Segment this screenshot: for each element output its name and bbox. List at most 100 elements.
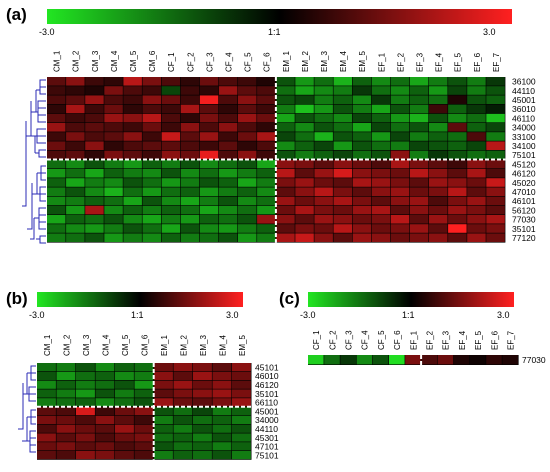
heatmap-cell [161, 132, 181, 141]
heatmap-cell [56, 389, 76, 398]
heatmap-cell [314, 141, 333, 150]
heatmap-cell [154, 371, 173, 380]
heatmap-cell [333, 169, 352, 178]
heatmap-cell [238, 178, 257, 187]
heatmap-cell [173, 363, 193, 372]
heatmap-cell [199, 205, 219, 215]
heatmap-cell [47, 187, 66, 196]
heatmap-cell [173, 451, 193, 460]
heatmap-cell [314, 205, 333, 215]
scale-mid-c: 1:1 [402, 310, 415, 320]
row-label: 47101 [255, 442, 279, 452]
color-scale-bar-a [47, 9, 512, 24]
heatmap-cell [333, 77, 352, 86]
column-label: EM_4 [339, 51, 348, 72]
heatmap-cell [95, 389, 115, 398]
heatmap-cell [154, 433, 173, 442]
heatmap-cell [486, 224, 505, 233]
heatmap-cell [333, 86, 352, 95]
heatmap-cell [85, 196, 104, 206]
scale-min-c: -3.0 [300, 310, 316, 320]
heatmap-cell [232, 407, 251, 416]
heatmap-cell [85, 86, 104, 95]
heatmap-cell [142, 132, 161, 141]
heatmap-cell [314, 150, 333, 160]
heatmap-cell [276, 95, 295, 104]
heatmap-cell [47, 132, 66, 141]
heatmap-cell [123, 86, 142, 95]
column-label: EM_3 [199, 335, 208, 356]
heatmap-cell [142, 123, 161, 132]
heatmap-cell [193, 424, 212, 433]
column-label: CF_5 [377, 330, 386, 350]
heatmap-cell [276, 86, 295, 95]
heatmap-cell [154, 442, 173, 451]
heatmap-cell [448, 123, 467, 132]
heatmap-cell [66, 113, 85, 123]
heatmap-cell [212, 424, 232, 433]
heatmap-cell [371, 205, 391, 215]
heatmap-cell [212, 371, 232, 380]
heatmap-cell [104, 205, 123, 215]
heatmap-cell [371, 77, 391, 86]
scale-min-b: -3.0 [29, 310, 45, 320]
heatmap-cell [56, 442, 76, 451]
column-label: EF_7 [507, 330, 516, 350]
column-label: CM_6 [148, 50, 157, 72]
row-label: 34000 [512, 123, 536, 133]
heatmap-cell [276, 233, 295, 242]
heatmap-cell [409, 196, 429, 206]
heatmap-cell [257, 132, 276, 141]
heatmap-cell [85, 123, 104, 132]
heatmap-cell [47, 150, 66, 160]
heatmap-cell [390, 205, 410, 215]
heatmap-cell [85, 205, 104, 215]
heatmap-cell [314, 86, 333, 95]
heatmap-cell [47, 104, 66, 114]
heatmap-cell [467, 104, 486, 114]
heatmap-cell [142, 113, 161, 123]
heatmap-cell [104, 141, 123, 150]
heatmap-cell [115, 380, 134, 389]
heatmap-cell [409, 178, 429, 187]
heatmap-cell [276, 196, 295, 206]
heatmap-cell [37, 389, 56, 398]
heatmap-cell [154, 424, 173, 433]
heatmap-cell [295, 205, 314, 215]
row-label: 36010 [512, 104, 536, 114]
row-label: 46010 [255, 371, 279, 381]
heatmap-cell [448, 233, 467, 242]
heatmap-cell [218, 113, 238, 123]
heatmap-cell [95, 424, 115, 433]
heatmap-cell [390, 187, 410, 196]
heatmap-cell [104, 113, 123, 123]
heatmap-cell [429, 224, 448, 233]
heatmap-cell [193, 380, 212, 389]
panel-c-label: (c) [279, 289, 300, 308]
heatmap-cell [238, 132, 257, 141]
heatmap-cell [199, 233, 219, 242]
column-label: CM_6 [140, 334, 149, 356]
column-label: EM_2 [179, 335, 188, 356]
heatmap-cell [295, 113, 314, 123]
heatmap-cell [193, 389, 212, 398]
column-label: EM_3 [320, 51, 329, 72]
heatmap-cell [448, 141, 467, 150]
heatmap-cell [173, 424, 193, 433]
heatmap-cell [212, 433, 232, 442]
heatmap-cell [276, 104, 295, 114]
column-label: EF_6 [473, 52, 482, 72]
heatmap-cell [340, 355, 356, 365]
heatmap-cell [161, 233, 181, 242]
heatmap-cell [212, 415, 232, 424]
heatmap-cell [56, 451, 76, 460]
heatmap-cell [56, 371, 76, 380]
heatmap-cell [218, 95, 238, 104]
heatmap-cell [66, 224, 85, 233]
heatmap-cell [486, 86, 505, 95]
heatmap-cell [76, 433, 95, 442]
heatmap-cell [276, 178, 295, 187]
heatmap-cell [429, 123, 448, 132]
heatmap-cell [390, 196, 410, 206]
heatmap-cell [95, 415, 115, 424]
